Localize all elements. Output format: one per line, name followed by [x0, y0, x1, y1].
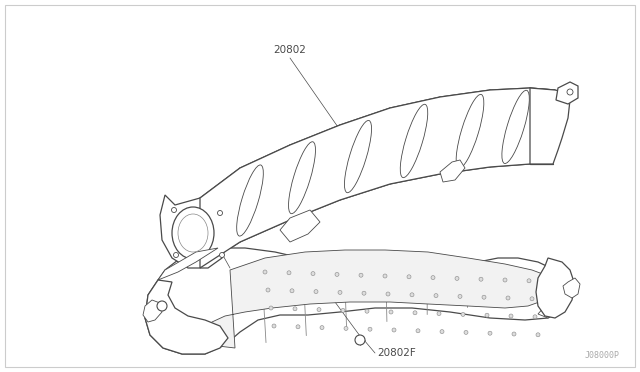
Ellipse shape: [434, 294, 438, 298]
Ellipse shape: [172, 208, 177, 212]
Ellipse shape: [456, 94, 484, 168]
Ellipse shape: [237, 165, 263, 236]
Ellipse shape: [266, 288, 270, 292]
Polygon shape: [145, 280, 228, 354]
Ellipse shape: [314, 289, 318, 294]
Ellipse shape: [173, 253, 179, 257]
Ellipse shape: [383, 274, 387, 278]
Ellipse shape: [290, 289, 294, 293]
Ellipse shape: [341, 308, 345, 312]
Ellipse shape: [365, 309, 369, 313]
Ellipse shape: [437, 312, 441, 315]
Ellipse shape: [567, 89, 573, 95]
Ellipse shape: [272, 324, 276, 328]
Ellipse shape: [482, 295, 486, 299]
Ellipse shape: [311, 272, 315, 276]
Polygon shape: [556, 82, 578, 104]
Polygon shape: [440, 160, 465, 182]
Text: 20802: 20802: [273, 45, 307, 55]
Polygon shape: [145, 248, 568, 354]
Ellipse shape: [455, 276, 459, 280]
Ellipse shape: [172, 207, 214, 259]
Text: J08000P: J08000P: [585, 351, 620, 360]
Ellipse shape: [509, 314, 513, 318]
Polygon shape: [280, 210, 320, 242]
Ellipse shape: [359, 273, 363, 277]
Text: 20802F: 20802F: [167, 321, 205, 331]
Ellipse shape: [488, 331, 492, 335]
Ellipse shape: [410, 293, 414, 297]
Ellipse shape: [479, 277, 483, 281]
Polygon shape: [538, 262, 568, 318]
Ellipse shape: [431, 276, 435, 280]
Ellipse shape: [344, 326, 348, 330]
Polygon shape: [200, 88, 555, 268]
Ellipse shape: [178, 214, 208, 252]
Ellipse shape: [287, 271, 291, 275]
Ellipse shape: [485, 313, 489, 317]
Ellipse shape: [413, 311, 417, 315]
Ellipse shape: [461, 312, 465, 317]
Ellipse shape: [335, 272, 339, 276]
Ellipse shape: [527, 279, 531, 283]
Ellipse shape: [502, 90, 529, 164]
Polygon shape: [536, 258, 575, 318]
Ellipse shape: [289, 142, 316, 214]
Ellipse shape: [407, 275, 411, 279]
Polygon shape: [563, 278, 580, 298]
Ellipse shape: [458, 294, 462, 298]
Ellipse shape: [218, 211, 223, 215]
Ellipse shape: [320, 326, 324, 330]
Ellipse shape: [506, 296, 510, 300]
Ellipse shape: [512, 332, 516, 336]
Text: 20802F: 20802F: [377, 348, 416, 358]
Ellipse shape: [536, 333, 540, 337]
Ellipse shape: [269, 306, 273, 310]
Ellipse shape: [338, 291, 342, 294]
Ellipse shape: [464, 330, 468, 334]
Polygon shape: [205, 250, 555, 348]
Polygon shape: [530, 88, 570, 164]
Ellipse shape: [389, 310, 393, 314]
Ellipse shape: [503, 278, 507, 282]
Ellipse shape: [362, 291, 366, 295]
Ellipse shape: [440, 330, 444, 334]
Polygon shape: [143, 300, 162, 322]
Ellipse shape: [344, 121, 372, 193]
Ellipse shape: [296, 325, 300, 329]
Ellipse shape: [392, 328, 396, 332]
Ellipse shape: [368, 327, 372, 331]
Ellipse shape: [317, 308, 321, 312]
Polygon shape: [158, 248, 218, 280]
Polygon shape: [160, 195, 228, 268]
Text: 20851: 20851: [176, 215, 209, 225]
Ellipse shape: [293, 307, 297, 311]
Ellipse shape: [533, 315, 537, 319]
Ellipse shape: [530, 297, 534, 301]
Ellipse shape: [263, 270, 267, 274]
Ellipse shape: [157, 301, 167, 311]
Ellipse shape: [355, 335, 365, 345]
Ellipse shape: [416, 329, 420, 333]
Ellipse shape: [386, 292, 390, 296]
Ellipse shape: [400, 104, 428, 177]
Ellipse shape: [220, 253, 225, 257]
